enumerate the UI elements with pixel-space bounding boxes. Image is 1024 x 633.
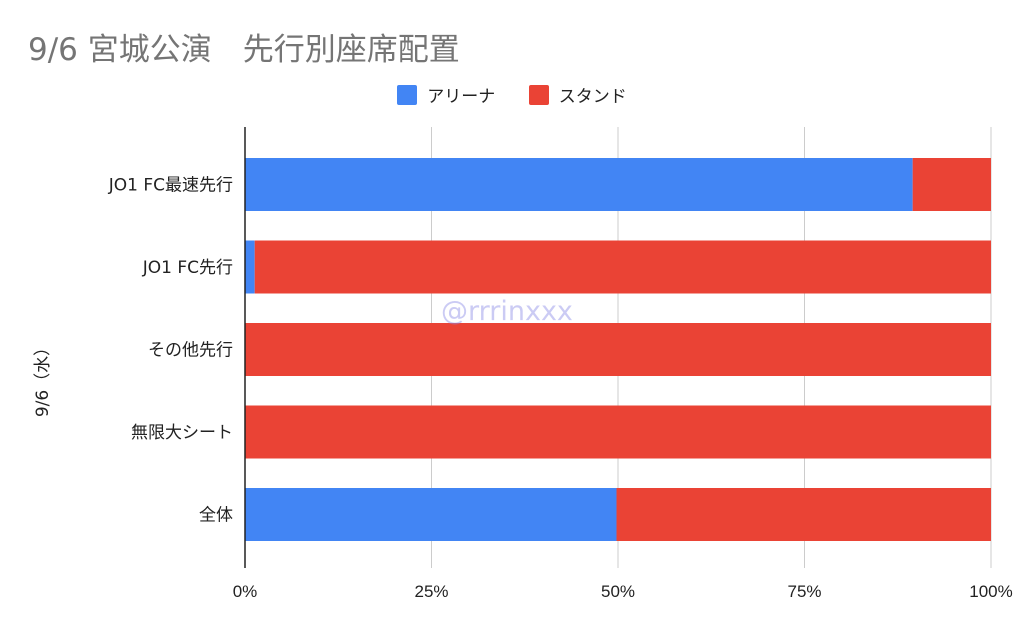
bar-stand (616, 488, 991, 541)
legend-swatch-stand (528, 84, 549, 105)
bar-arena (245, 488, 617, 541)
legend-item-stand: スタンド (528, 82, 627, 107)
group-label: 9/6（水） (33, 339, 53, 417)
category-label: JO1 FC先行 (142, 258, 233, 278)
category-label: JO1 FC最速先行 (108, 176, 233, 196)
category-label: その他先行 (148, 341, 233, 361)
category-label: 無限大シート (131, 423, 233, 443)
x-tick-label: 50% (601, 582, 635, 601)
x-tick-label: 75% (787, 582, 821, 601)
x-tick-label: 0% (233, 582, 258, 601)
bar-stand (254, 240, 991, 294)
x-tick-label: 25% (414, 582, 448, 601)
legend-label-arena: アリーナ (427, 87, 496, 107)
watermark: @rrrinxxx (441, 296, 573, 327)
bar-arena (245, 158, 913, 211)
legend-swatch-arena (397, 84, 418, 105)
x-tick-label: 100% (969, 582, 1012, 601)
bar-stand (245, 323, 991, 376)
category-label: 全体 (199, 506, 233, 526)
bar-arena (245, 240, 255, 294)
legend: アリーナ スタンド (0, 82, 1024, 110)
chart-title: 9/6 宮城公演 先行別座席配置 (28, 32, 460, 68)
legend-label-stand: スタンド (558, 87, 627, 107)
legend-item-arena: アリーナ (397, 82, 495, 107)
bar-stand (245, 405, 991, 459)
bar-stand (912, 158, 991, 211)
